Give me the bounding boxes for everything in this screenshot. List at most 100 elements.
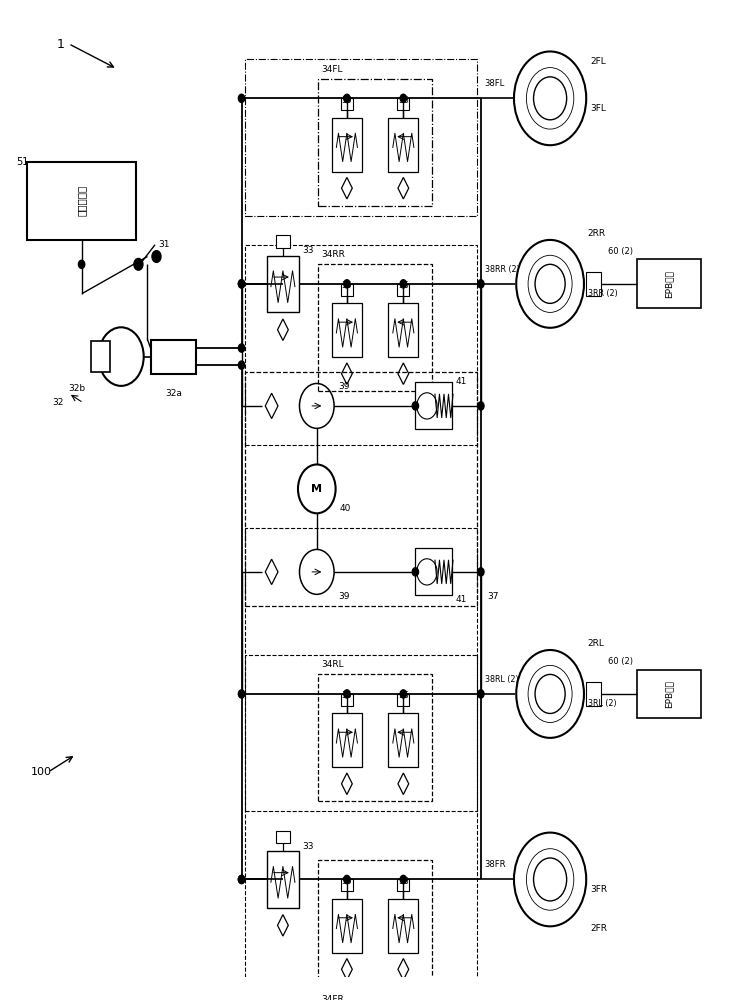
Bar bbox=[245, 372, 477, 606]
Text: 40: 40 bbox=[339, 504, 351, 513]
Text: 2FR: 2FR bbox=[590, 924, 607, 933]
Text: 3FR: 3FR bbox=[590, 885, 607, 894]
Bar bbox=[152, 340, 196, 374]
Bar bbox=[397, 879, 409, 891]
Circle shape bbox=[400, 94, 406, 102]
Text: 2RL: 2RL bbox=[587, 639, 605, 648]
Bar bbox=[318, 79, 432, 206]
Text: 39: 39 bbox=[338, 592, 349, 601]
Circle shape bbox=[238, 875, 245, 884]
Text: 35: 35 bbox=[342, 96, 352, 105]
Bar bbox=[388, 118, 418, 172]
Text: 100: 100 bbox=[31, 767, 52, 777]
Text: 32a: 32a bbox=[165, 389, 182, 398]
Text: 38RR (2): 38RR (2) bbox=[485, 265, 520, 274]
Bar bbox=[586, 272, 601, 296]
Text: 32b: 32b bbox=[69, 384, 85, 393]
Text: 3FL: 3FL bbox=[590, 104, 606, 113]
Bar bbox=[341, 284, 353, 296]
Bar bbox=[397, 694, 409, 706]
Text: 60 (2): 60 (2) bbox=[608, 657, 633, 666]
Circle shape bbox=[238, 690, 245, 698]
Text: EPB马达: EPB马达 bbox=[664, 680, 673, 708]
Bar bbox=[586, 682, 601, 706]
Bar bbox=[332, 899, 362, 953]
Bar bbox=[267, 851, 299, 908]
Bar bbox=[341, 98, 353, 110]
Bar bbox=[415, 548, 452, 595]
Bar bbox=[318, 674, 432, 801]
Bar bbox=[245, 655, 477, 811]
Circle shape bbox=[400, 690, 406, 698]
Text: 31: 31 bbox=[159, 240, 170, 249]
Text: 41: 41 bbox=[456, 377, 467, 386]
Bar bbox=[636, 670, 700, 718]
Circle shape bbox=[478, 280, 484, 288]
Circle shape bbox=[78, 260, 84, 268]
Text: 1: 1 bbox=[57, 38, 65, 51]
Text: 38FL: 38FL bbox=[485, 79, 505, 88]
Bar bbox=[388, 713, 418, 767]
Circle shape bbox=[344, 280, 350, 288]
Text: 行程传感器: 行程传感器 bbox=[77, 185, 87, 216]
Bar bbox=[341, 879, 353, 891]
Bar bbox=[318, 264, 432, 391]
Circle shape bbox=[344, 875, 350, 884]
Text: 36: 36 bbox=[398, 877, 409, 886]
Bar bbox=[27, 162, 136, 240]
Text: 51: 51 bbox=[16, 157, 28, 167]
Text: 60 (2): 60 (2) bbox=[608, 247, 633, 256]
Text: 34RL: 34RL bbox=[321, 660, 344, 669]
Bar bbox=[276, 235, 290, 248]
Bar bbox=[267, 256, 299, 312]
Bar bbox=[245, 528, 477, 997]
Bar bbox=[388, 303, 418, 357]
Text: 34FL: 34FL bbox=[321, 65, 343, 74]
Text: M: M bbox=[311, 484, 322, 494]
Bar bbox=[245, 59, 477, 216]
Bar bbox=[91, 341, 110, 372]
Text: 2RR: 2RR bbox=[587, 229, 606, 238]
Text: 32: 32 bbox=[52, 398, 63, 407]
Bar bbox=[415, 382, 452, 429]
Bar bbox=[332, 118, 362, 172]
Circle shape bbox=[238, 94, 245, 102]
Circle shape bbox=[400, 280, 406, 288]
Text: 39: 39 bbox=[338, 382, 349, 391]
Circle shape bbox=[412, 402, 418, 410]
Bar bbox=[636, 259, 700, 308]
Circle shape bbox=[478, 402, 484, 410]
Circle shape bbox=[478, 568, 484, 576]
Text: 34FR: 34FR bbox=[321, 995, 344, 1000]
Circle shape bbox=[134, 258, 143, 270]
Text: 36: 36 bbox=[398, 96, 409, 105]
Text: EPB马达: EPB马达 bbox=[664, 270, 673, 298]
Bar bbox=[388, 899, 418, 953]
Text: 41: 41 bbox=[456, 595, 467, 604]
Text: 35: 35 bbox=[342, 691, 352, 700]
Text: 35: 35 bbox=[342, 281, 352, 290]
Bar bbox=[276, 831, 290, 843]
Text: 36: 36 bbox=[398, 281, 409, 290]
Circle shape bbox=[412, 568, 418, 576]
Circle shape bbox=[344, 690, 350, 698]
Text: 3RR (2): 3RR (2) bbox=[587, 289, 618, 298]
Bar bbox=[397, 98, 409, 110]
Circle shape bbox=[238, 344, 245, 352]
Circle shape bbox=[400, 875, 406, 884]
Text: 33: 33 bbox=[302, 246, 314, 255]
Text: 34RR: 34RR bbox=[321, 250, 345, 259]
Circle shape bbox=[478, 690, 484, 698]
Circle shape bbox=[344, 94, 350, 102]
Bar bbox=[245, 245, 477, 445]
Circle shape bbox=[238, 280, 245, 288]
Text: 38RL (2): 38RL (2) bbox=[485, 675, 518, 684]
Text: 33: 33 bbox=[302, 842, 314, 851]
Text: 37: 37 bbox=[487, 592, 498, 601]
Text: 38FR: 38FR bbox=[485, 860, 506, 869]
Bar bbox=[332, 713, 362, 767]
Text: 35: 35 bbox=[342, 877, 352, 886]
Text: 2FL: 2FL bbox=[590, 57, 605, 66]
Bar bbox=[318, 860, 432, 987]
Bar bbox=[397, 284, 409, 296]
